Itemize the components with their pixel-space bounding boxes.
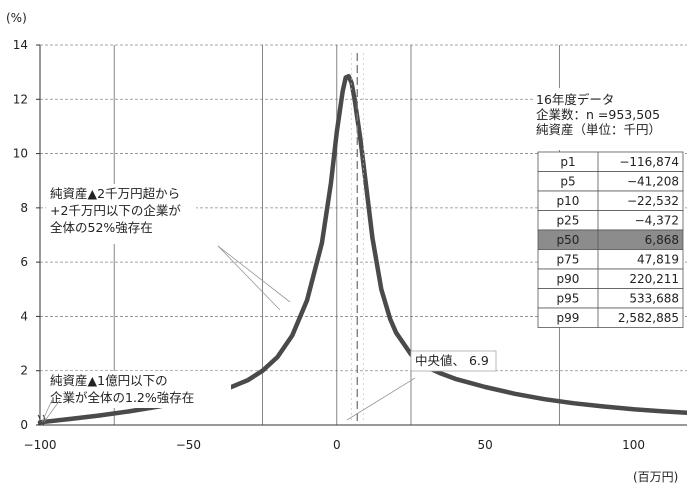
annotation-leader-2-0 [346, 377, 416, 421]
annotation-box-2 [410, 350, 497, 372]
table-label-p1: p1 [560, 155, 575, 169]
y-tick-label-14: 14 [13, 38, 28, 52]
table-label-p10: p10 [557, 194, 580, 208]
y-axis-unit-label: (%) [6, 11, 27, 25]
annotation-leader-1-0 [41, 399, 53, 423]
table-label-p50: p50 [557, 233, 580, 247]
table-value-p99: 2,582,885 [618, 311, 679, 325]
x-tick-label-100: 100 [622, 438, 645, 452]
annotation-leader-0-0 [217, 245, 291, 303]
annotation-box-1 [46, 371, 231, 408]
x-axis-unit-label: (百万円) [633, 470, 678, 484]
annotations: 純資産▲2千万円超から +2千万円以下の企業が全体の52%強存在純資産▲1億円以下… [41, 184, 497, 423]
y-tick-label-4: 4 [20, 309, 28, 323]
x-tick-label-50: 50 [478, 438, 493, 452]
y-tick-label-12: 12 [13, 92, 28, 106]
annotation-0-line-1: +2千万円以下の企業が [50, 203, 181, 218]
table-value-p5: −41,208 [627, 175, 679, 189]
table-title-line-2: 純資産（単位：千円） [536, 122, 661, 137]
table-value-p1: −116,874 [619, 155, 679, 169]
annotation-2-line-0: 中央値、 6.9 [415, 353, 489, 368]
table-title-line-0: 16年度データ [536, 92, 614, 107]
table-label-p90: p90 [557, 272, 580, 286]
table-label-p5: p5 [560, 175, 575, 189]
x-tick-label-0: 0 [333, 438, 341, 452]
table-label-p95: p95 [557, 292, 580, 306]
annotation-1-line-1: 企業が全体の1.2%強存在 [50, 390, 194, 405]
table-label-p25: p25 [557, 214, 580, 228]
x-tick-label--50: −50 [176, 438, 201, 452]
table-value-p95: 533,688 [629, 292, 679, 306]
table-value-p75: 47,819 [637, 253, 679, 267]
annotation-0-line-2: 全体の52%強存在 [50, 220, 153, 235]
table-value-p10: −22,532 [627, 194, 679, 208]
table-row-p99 [537, 307, 684, 328]
y-tick-label-0: 0 [20, 418, 28, 432]
y-tick-label-2: 2 [20, 364, 28, 378]
table-title-line-1: 企業数：n =953,505 [536, 107, 660, 122]
tick-labels: 0 2 4 6 8 10 12 14 −100 −50 0 50 100 [13, 38, 645, 452]
table-value-p25: −4,372 [635, 214, 679, 228]
median-marker [350, 53, 364, 423]
table-label-p99: p99 [557, 311, 580, 325]
table-label-p75: p75 [557, 253, 580, 267]
annotation-0-line-0: 純資産▲2千万円超から [50, 186, 180, 201]
annotation-leader-0-1 [217, 245, 281, 311]
y-tick-label-8: 8 [20, 201, 28, 215]
table-value-p50: 6,868 [645, 233, 679, 247]
annotation-box-0 [46, 184, 196, 244]
table-value-p90: 220,211 [629, 272, 679, 286]
annotation-leader-1-1 [43, 399, 61, 423]
annotation-1-line-0: 純資産▲1億円以下の [50, 373, 168, 388]
x-tick-label--100: −100 [24, 438, 57, 452]
table-header-bg [534, 88, 687, 150]
y-tick-label-10: 10 [13, 147, 28, 161]
y-tick-label-6: 6 [20, 255, 28, 269]
